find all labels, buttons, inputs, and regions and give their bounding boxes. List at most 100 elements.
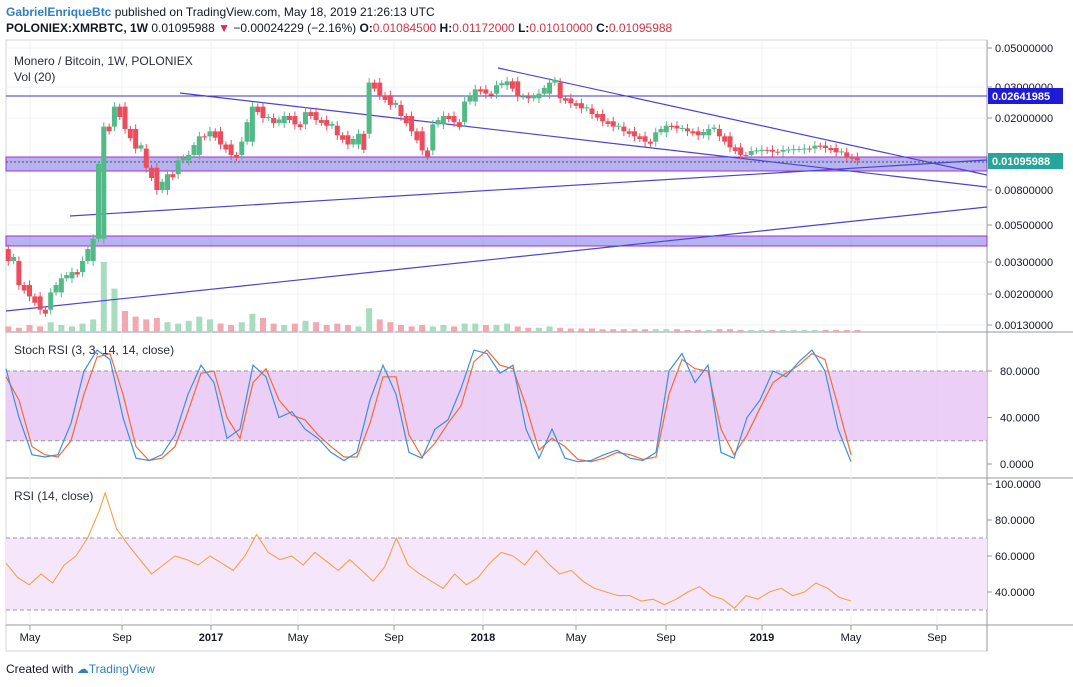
stoch-k-line	[5, 349, 852, 463]
volume-bar	[429, 326, 436, 332]
volume-bar	[291, 323, 298, 332]
candle-body	[345, 135, 351, 145]
candle-body	[520, 96, 526, 98]
author-link[interactable]: GabrielEnriqueBtc	[6, 5, 112, 19]
candle-body	[297, 124, 303, 128]
candle-body	[494, 85, 499, 94]
volume-bar	[100, 262, 107, 332]
candle-body	[414, 131, 420, 141]
candle-body	[308, 112, 314, 116]
price-pane[interactable]	[5, 67, 988, 332]
candle-body	[287, 115, 293, 121]
rsi-tick-label: 100.0000	[995, 479, 1041, 491]
candle-body	[212, 131, 218, 138]
candle-body	[605, 121, 611, 124]
trend-line	[179, 92, 988, 188]
candle-body	[48, 292, 54, 310]
volume-bar	[684, 329, 691, 332]
volume-bar	[716, 329, 723, 332]
volume-bar	[238, 322, 245, 332]
candle-body	[186, 154, 192, 161]
last-price: 0.01095988	[151, 21, 215, 35]
candle-body	[754, 150, 760, 152]
volume-bar	[472, 323, 479, 332]
volume-title: Vol (20)	[14, 70, 55, 84]
symbol-label: POLONIEX:XMRBTC, 1W	[6, 21, 149, 35]
volume-bar	[366, 308, 373, 332]
resistance-price-badge: 0.02641985	[988, 88, 1063, 104]
candle-body	[318, 120, 324, 123]
time-tick-label: 2018	[471, 632, 495, 644]
candle-body	[5, 249, 11, 262]
candle-body	[573, 103, 579, 106]
stoch-rsi-pane[interactable]	[5, 349, 987, 463]
volume-bar	[302, 320, 309, 332]
volume-bar	[451, 326, 458, 332]
trend-line	[497, 67, 988, 176]
volume-bar	[578, 328, 585, 332]
candle-body	[80, 261, 86, 273]
candle-body	[547, 82, 553, 94]
candle-body	[706, 128, 712, 136]
candle-body	[398, 104, 404, 116]
volume-bar	[408, 326, 415, 332]
price-axis[interactable]: 0.050000000.030000000.020000000.01300000…	[987, 43, 1053, 332]
time-tick-label: May	[20, 632, 41, 644]
candle-body	[621, 126, 627, 132]
candle-body	[828, 148, 834, 151]
high-label: H:	[439, 21, 453, 35]
candle-body	[669, 125, 675, 128]
candle-body	[281, 115, 287, 124]
candle-body	[101, 126, 107, 239]
tradingview-brand[interactable]: TradingView	[88, 662, 155, 676]
tradingview-logo-icon[interactable]: ☁	[76, 662, 89, 676]
candle-body	[175, 160, 181, 175]
price-tick-label: 0.00300000	[995, 257, 1053, 269]
volume-bar	[546, 326, 553, 332]
candle-body	[95, 163, 101, 239]
candle-body	[16, 261, 22, 286]
time-tick-label: May	[566, 632, 587, 644]
volume-bar	[663, 329, 670, 332]
candle-body	[743, 154, 749, 156]
volume-bar	[652, 329, 659, 332]
volume-bar	[175, 323, 182, 332]
candle-body	[456, 122, 462, 128]
time-tick-label: May	[288, 632, 309, 644]
candle-body	[58, 278, 64, 293]
time-tick-label: Sep	[927, 632, 947, 644]
time-axis[interactable]: May Sep 2017 May Sep 2018 May Sep 2019 May Sep	[20, 625, 947, 644]
candle-body	[11, 256, 17, 262]
rsi-axis[interactable]: 100.0000 80.0000 60.0000 40.0000	[987, 479, 1041, 599]
last-price-badge: 0.01095988	[988, 153, 1063, 169]
candle-body	[637, 136, 643, 139]
volume-bar	[769, 329, 776, 332]
volume-bar	[313, 322, 320, 332]
volume-bar	[610, 329, 617, 332]
candle-body	[764, 149, 770, 151]
candle-body	[271, 118, 277, 124]
volume-bar	[132, 316, 139, 332]
candle-body	[541, 87, 547, 94]
candle-body	[53, 285, 59, 293]
candle-body	[631, 131, 637, 137]
rsi-pane[interactable]	[5, 491, 987, 611]
volume-bar	[397, 325, 404, 332]
candle-body	[472, 89, 478, 102]
support-zone	[5, 156, 988, 172]
candle-body	[350, 138, 356, 145]
candle-body	[780, 149, 786, 152]
stoch-axis[interactable]: 80.0000 40.0000 0.0000	[987, 366, 1040, 471]
published-text: published on TradingView.com, May 18, 20…	[114, 5, 435, 19]
time-tick-label: 2019	[750, 632, 774, 644]
candle-body	[27, 285, 33, 297]
volume-bar	[599, 329, 606, 332]
candle-body	[276, 119, 282, 124]
candle-body	[228, 144, 234, 155]
candle-body	[700, 132, 706, 136]
volume-bar	[673, 329, 680, 332]
volume-bar	[440, 325, 447, 332]
candle-body	[791, 149, 797, 151]
volume-bar	[504, 323, 511, 332]
